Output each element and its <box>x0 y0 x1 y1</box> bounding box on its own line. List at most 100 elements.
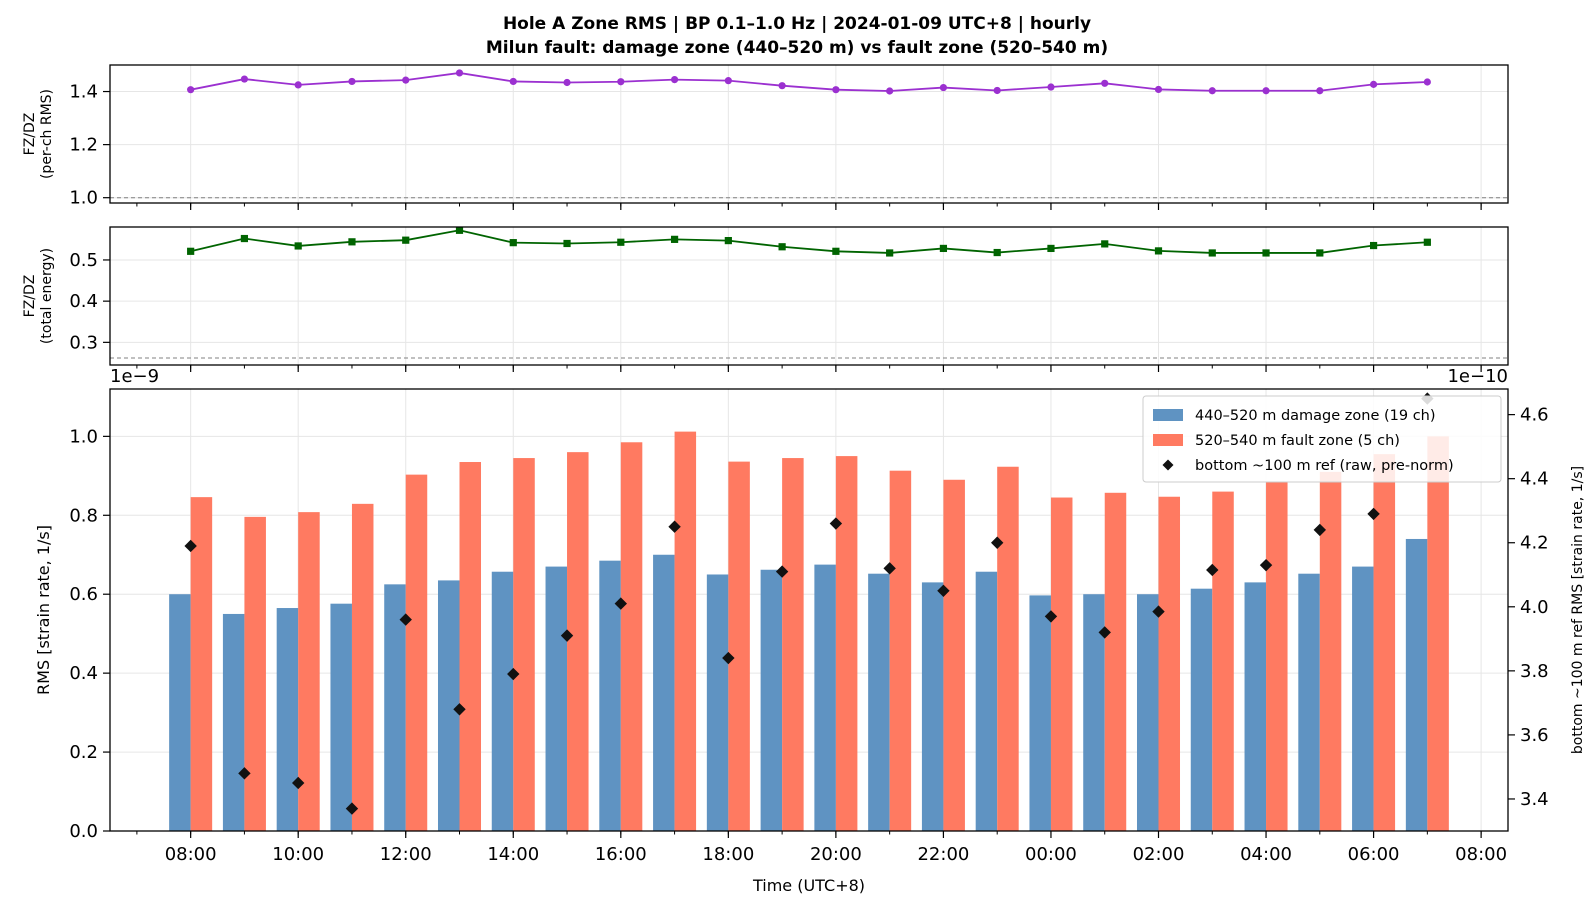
ref-point <box>1313 523 1327 537</box>
fault-zone-bar <box>728 461 750 831</box>
y-tick-label: 1.4 <box>69 82 98 103</box>
y2-offset-label: 1e−10 <box>1447 366 1508 387</box>
damage-zone-bar <box>706 574 729 831</box>
y-tick-label: 0.5 <box>69 250 98 271</box>
ref-point <box>990 536 1004 549</box>
chart-title-line1: Hole A Zone RMS | BP 0.1–1.0 Hz | 2024-0… <box>503 14 1091 34</box>
x-axis-label: Time (UTC+8) <box>752 876 865 895</box>
ref-point <box>507 667 520 681</box>
fault-zone-bar <box>1104 492 1127 831</box>
ratio-point <box>294 81 302 89</box>
y-tick-label: 0.8 <box>69 505 98 526</box>
x-tick-label: 10:00 <box>272 844 324 865</box>
ratio-point <box>670 235 679 243</box>
chart-title-line2: Milun fault: damage zone (440–520 m) vs … <box>486 38 1108 58</box>
ratio-point <box>993 86 1001 95</box>
ratio-point <box>1154 85 1163 94</box>
ratio-point <box>348 77 356 86</box>
fault-zone-bar <box>567 452 589 831</box>
ref-point <box>345 802 359 815</box>
damage-zone-bar <box>1029 595 1051 831</box>
fault-zone-bar <box>835 456 858 831</box>
ref-point <box>829 517 843 530</box>
fault-zone-bar <box>1158 496 1181 831</box>
damage-zone-bar <box>437 580 460 831</box>
fault-zone-bar <box>513 458 535 831</box>
y-tick-label: 0.3 <box>69 332 98 353</box>
ratio-point <box>240 234 249 243</box>
ratio-energy-panel: 0.3 0.4 0.5 FZ/DZ(total energy) <box>22 226 1509 372</box>
ratio-point <box>1262 87 1270 95</box>
ref-point <box>1152 605 1165 618</box>
legend-fault-zone-label: 520–540 m fault zone (5 ch) <box>1195 433 1400 449</box>
damage-zone-bar <box>330 603 352 831</box>
y2-tick-label: 4.2 <box>1520 533 1549 554</box>
legend-damage-zone-swatch <box>1153 409 1183 421</box>
y-tick-label: 0.6 <box>69 584 98 605</box>
ref-point <box>1259 558 1273 572</box>
x-tick-label: 14:00 <box>487 844 539 865</box>
ref-point <box>184 539 197 553</box>
legend-fault-zone-swatch <box>1153 434 1183 446</box>
fault-zone-bar <box>1266 481 1288 831</box>
ref-point <box>937 584 950 597</box>
ratio-point <box>886 249 894 257</box>
fault-zone-bar <box>1427 436 1449 831</box>
ref-point <box>883 562 896 575</box>
damage-zone-bar <box>491 571 514 831</box>
ratio-point <box>348 238 356 246</box>
ratio-point <box>455 226 464 234</box>
panel-frame <box>109 226 1509 366</box>
ratio-point <box>563 239 571 248</box>
y-axis-label: RMS [strain rate, 1/s] <box>34 525 53 695</box>
damage-zone-bar <box>760 569 783 831</box>
y-tick-label: 0.4 <box>69 663 98 684</box>
ref-point <box>1098 626 1111 639</box>
ref-point <box>1206 563 1219 577</box>
ratio-point <box>1154 247 1163 255</box>
ratio-point <box>294 242 302 250</box>
x-tick-label: 12:00 <box>380 844 432 865</box>
damage-zone-bar <box>1136 594 1159 831</box>
x-tick-label: 08:00 <box>165 844 217 865</box>
fault-zone-bar <box>889 470 912 831</box>
y2-tick-label: 3.4 <box>1520 789 1549 810</box>
y2-tick-label: 4.0 <box>1520 597 1549 618</box>
ratio-point <box>509 77 517 86</box>
fault-zone-bar <box>244 516 266 831</box>
fault-zone-bar <box>459 462 482 831</box>
ratio-point <box>1262 249 1270 257</box>
ratio-point <box>778 82 786 90</box>
damage-zone-bar <box>222 613 245 831</box>
legend-box <box>1142 395 1502 483</box>
damage-zone-bar <box>1190 588 1213 831</box>
rms-bar-panel: 0.0 0.2 0.4 0.6 0.8 1.0 08:00 10:00 12:00 14:00 16… <box>34 366 1586 895</box>
ref-point <box>614 597 628 610</box>
x-tick-label: 04:00 <box>1240 844 1292 865</box>
ref-point <box>1044 610 1058 623</box>
x-tick-label: 08:00 <box>1455 844 1507 865</box>
ratio-point <box>1208 249 1216 257</box>
ratio-point <box>724 236 732 245</box>
fault-zone-bar <box>674 431 697 831</box>
ratio-point <box>939 83 948 92</box>
ratio-point <box>1369 80 1378 88</box>
ratio-point <box>1423 238 1431 246</box>
damage-zone-bar <box>814 564 836 831</box>
fault-zone-bar <box>1373 454 1396 831</box>
ratio-point <box>993 248 1001 257</box>
ref-point <box>399 613 412 626</box>
fault-zone-bar <box>1319 471 1342 831</box>
panel-frame <box>109 64 1509 204</box>
damage-zone-bar <box>599 560 621 831</box>
y-tick-label: 0.2 <box>69 742 98 763</box>
ref-point <box>775 565 789 578</box>
damage-zone-bar <box>921 582 944 831</box>
ref-point <box>668 520 681 533</box>
ratio-line <box>190 72 1428 92</box>
y-axis-label: FZ/DZ(total energy) <box>22 248 55 344</box>
y-tick-label: 0.4 <box>69 291 98 312</box>
ratio-point <box>1316 87 1324 95</box>
ratio-point <box>886 87 894 95</box>
